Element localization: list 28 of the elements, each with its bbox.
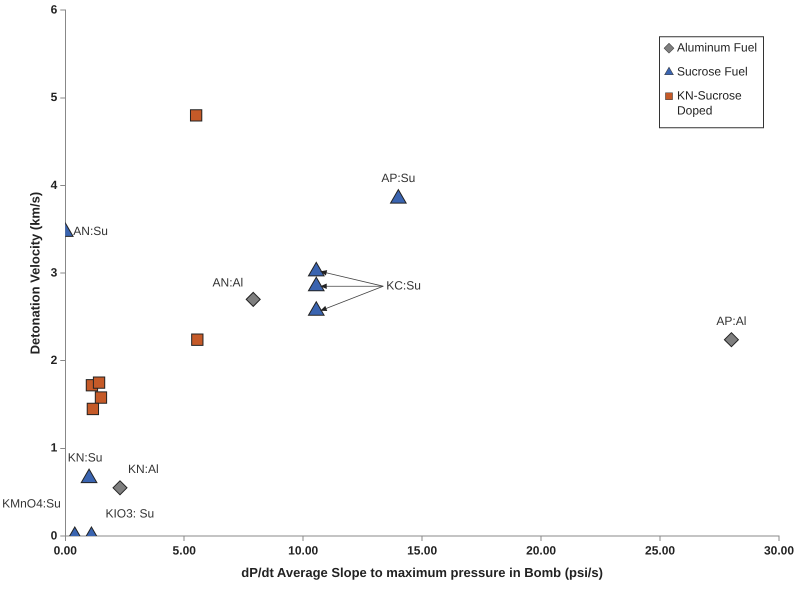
x-tick-label: 20.00 <box>526 544 556 558</box>
x-tick-label: 5.00 <box>172 544 196 558</box>
legend-label: Sucrose Fuel <box>677 64 748 79</box>
y-tick-label: 6 <box>50 2 58 17</box>
annotation: AP:Al <box>716 314 746 328</box>
x-tick-label: 15.00 <box>407 544 438 558</box>
annotation: KN:Al <box>128 462 159 476</box>
y-tick-label: 5 <box>50 90 58 104</box>
y-tick-label: 1 <box>50 440 58 455</box>
x-tick-label: 30.00 <box>764 544 794 558</box>
y-tick-label: 0 <box>50 528 58 542</box>
y-tick-label: 4 <box>50 178 58 192</box>
x-tick-label: 0.00 <box>54 544 78 558</box>
annotation: KC:Su <box>386 278 421 293</box>
y-axis-title: Detonation Velocity (km/s) <box>27 192 42 354</box>
x-axis-title: dP/dt Average Slope to maximum pressure in Bomb (psi/s) <box>241 564 603 580</box>
x-tick-label: 10.00 <box>288 544 319 558</box>
y-tick-label: 2 <box>50 353 58 368</box>
legend-label: KN-Sucrose Doped <box>677 88 742 118</box>
annotation: KN:Su <box>68 450 102 464</box>
annotation: AN:Al <box>212 276 244 290</box>
legend-label: Aluminum Fuel <box>677 40 758 55</box>
x-tick-label: 25.00 <box>645 544 676 558</box>
annotation: KIO3: Su <box>105 506 154 520</box>
y-tick-label: 3 <box>50 265 58 280</box>
annotation: AP:Su <box>381 170 416 185</box>
annotation: KMnO4:Su <box>2 496 61 510</box>
annotation: AN:Su <box>73 224 108 238</box>
